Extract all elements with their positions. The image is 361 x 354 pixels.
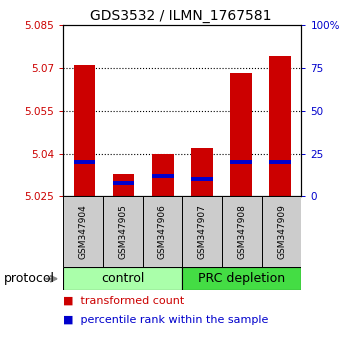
- Bar: [74, 160, 95, 164]
- Bar: [63, 196, 103, 267]
- Text: GSM347909: GSM347909: [277, 204, 286, 259]
- Bar: [74, 65, 95, 196]
- Text: ■  percentile rank within the sample: ■ percentile rank within the sample: [63, 315, 269, 325]
- Text: GSM347904: GSM347904: [79, 205, 87, 259]
- Bar: [182, 196, 222, 267]
- Bar: [269, 56, 291, 196]
- Bar: [152, 154, 174, 196]
- Text: GSM347907: GSM347907: [198, 204, 206, 259]
- Bar: [230, 160, 252, 164]
- Text: GSM347906: GSM347906: [158, 204, 167, 259]
- Text: GDS3532 / ILMN_1767581: GDS3532 / ILMN_1767581: [90, 9, 271, 23]
- Bar: [269, 160, 291, 164]
- Text: GSM347908: GSM347908: [238, 204, 246, 259]
- Text: ■  transformed count: ■ transformed count: [63, 296, 184, 306]
- Bar: [222, 196, 262, 267]
- Bar: [113, 173, 135, 196]
- Text: PRC depletion: PRC depletion: [198, 272, 286, 285]
- Text: control: control: [101, 272, 144, 285]
- Bar: [63, 267, 182, 290]
- Bar: [191, 148, 213, 196]
- Text: protocol: protocol: [4, 272, 55, 285]
- Bar: [230, 73, 252, 196]
- Bar: [191, 177, 213, 182]
- Bar: [143, 196, 182, 267]
- Bar: [103, 196, 143, 267]
- Bar: [152, 174, 174, 178]
- Bar: [113, 181, 135, 185]
- Text: GSM347905: GSM347905: [118, 204, 127, 259]
- Bar: [182, 267, 301, 290]
- Bar: [262, 196, 301, 267]
